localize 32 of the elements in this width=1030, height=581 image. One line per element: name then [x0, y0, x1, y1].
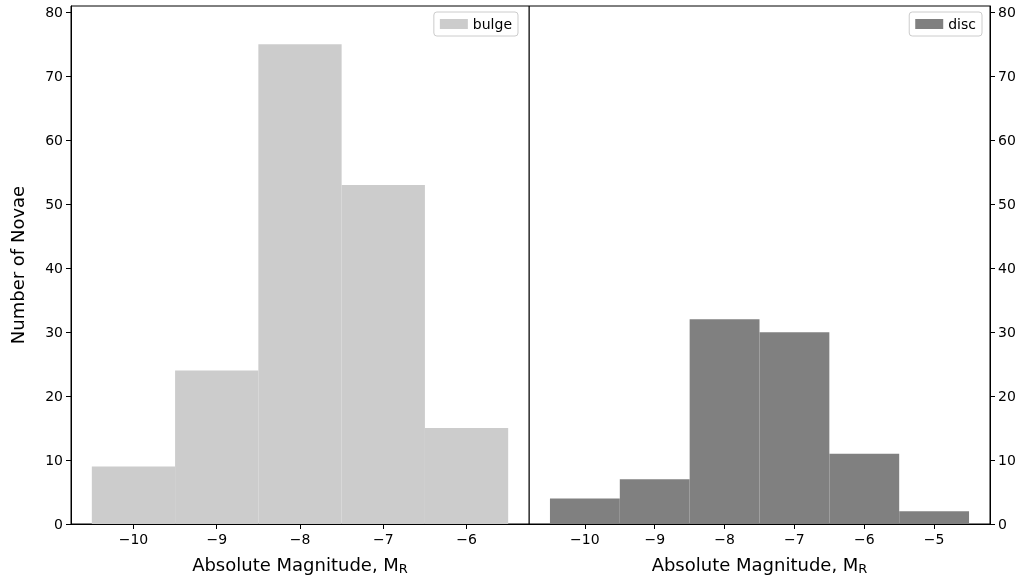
y2-tick-label: 70 — [998, 68, 1016, 85]
y2-tick-label: 80 — [998, 4, 1016, 21]
y-tick-label: 40 — [45, 260, 63, 277]
x-tick-label: −10 — [118, 531, 149, 547]
y-tick-label: 50 — [45, 196, 63, 213]
y-tick-label: 20 — [45, 388, 63, 405]
y2-tick-label: 40 — [998, 260, 1016, 277]
y-tick-label: 70 — [45, 68, 63, 85]
y-tick-label: 60 — [45, 132, 63, 149]
legend-label: disc — [948, 16, 977, 32]
x-tick-label: −8 — [714, 531, 735, 547]
y2-tick-label: 60 — [998, 132, 1016, 149]
x-tick-label: −8 — [289, 531, 311, 547]
x-tick-label: −10 — [570, 531, 600, 547]
y-tick-label: 80 — [45, 4, 63, 21]
y2-tick-label: 50 — [998, 196, 1016, 213]
x-tick-label: −9 — [206, 531, 228, 547]
legend-label: bulge — [472, 16, 513, 32]
y-axis-title: Number of Novae — [6, 185, 28, 345]
x-tick-label: −5 — [923, 531, 945, 547]
y2-tick-label: 30 — [998, 324, 1016, 341]
y-tick-label: 10 — [45, 452, 63, 469]
x-tick-label: −7 — [372, 531, 394, 547]
x-tick-label: −7 — [784, 531, 805, 547]
y-tick-label: 30 — [45, 324, 63, 341]
y2-tick-label: 20 — [998, 388, 1016, 405]
x-tick-label: −6 — [456, 531, 477, 547]
x-tick-label: −6 — [853, 531, 875, 547]
x-tick-label: −9 — [644, 531, 666, 547]
y-tick-label: 0 — [54, 516, 63, 532]
y2-tick-label: 10 — [998, 452, 1016, 469]
y2-tick-label: 0 — [998, 516, 1007, 532]
